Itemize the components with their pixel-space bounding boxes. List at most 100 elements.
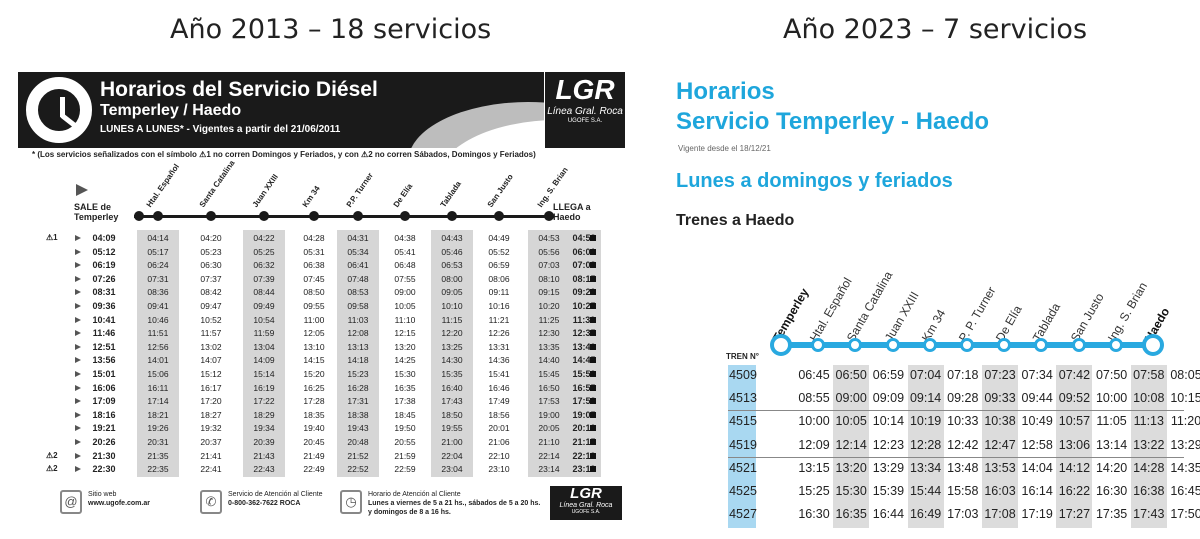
stop-time: 16:03 bbox=[984, 484, 1016, 498]
table-row: 13:56 14:01 14:07 14:09 14:15 14:18 14:25 14:30… bbox=[18, 354, 620, 366]
stop-time: 13:13 bbox=[347, 341, 369, 352]
stop-time: 07:31 bbox=[147, 273, 169, 284]
stop-time: 16:30 bbox=[1095, 484, 1128, 498]
stop-time: 13:25 bbox=[441, 341, 463, 352]
stop-time: 16:19 bbox=[253, 382, 275, 393]
stop-time: 19:55 bbox=[441, 423, 463, 434]
web-link[interactable]: www.ugofe.com.ar bbox=[88, 500, 150, 507]
stop-time: 07:50 bbox=[1095, 368, 1128, 382]
stop-time: 12:58 bbox=[1021, 437, 1053, 452]
departure-time: 13:56 bbox=[92, 355, 116, 366]
validity-text: Vigente desde el 18/12/21 bbox=[678, 144, 771, 153]
stop-time: 06:59 bbox=[488, 260, 510, 271]
arrival-time: 09:20 bbox=[572, 287, 596, 298]
stop-time: 21:43 bbox=[253, 450, 275, 461]
stop-time: 15:30 bbox=[835, 484, 867, 498]
table-row: 06:19 06:24 06:30 06:32 06:38 06:41 06:48 06:53… bbox=[18, 259, 620, 271]
arrival-time: 14:45 bbox=[572, 355, 596, 366]
column-shade bbox=[982, 365, 1018, 528]
stop-time: 08:10 bbox=[538, 273, 560, 284]
stop-time: 11:10 bbox=[394, 314, 416, 325]
stop-time: 20:05 bbox=[538, 423, 560, 434]
train-number: 4513 bbox=[729, 391, 757, 406]
stop-time: 14:30 bbox=[441, 355, 463, 366]
stop-time: 09:05 bbox=[441, 287, 463, 298]
stop-time: 07:23 bbox=[984, 368, 1016, 382]
departure-time: 17:09 bbox=[92, 396, 116, 407]
stop-time: 09:09 bbox=[872, 391, 905, 406]
stop-time: 07:45 bbox=[303, 273, 325, 284]
stop-time: 15:41 bbox=[488, 369, 510, 379]
stop-time: 13:48 bbox=[947, 460, 979, 475]
stop-time: 10:52 bbox=[200, 314, 222, 325]
departure-time: 11:46 bbox=[92, 328, 116, 339]
stop-time: 17:20 bbox=[200, 396, 222, 407]
arrival-marker bbox=[590, 303, 596, 309]
stop-time: 21:06 bbox=[488, 437, 510, 447]
stop-time: 07:58 bbox=[1133, 368, 1165, 382]
row-separator bbox=[728, 456, 1184, 458]
service-label: Servicio de Atención al Cliente bbox=[228, 491, 323, 498]
stop-time: 10:10 bbox=[441, 301, 463, 311]
departure-time: 09:36 bbox=[92, 301, 116, 311]
station-dot bbox=[922, 338, 937, 352]
stop-time: 14:07 bbox=[200, 355, 222, 366]
stop-time: 19:50 bbox=[394, 423, 416, 434]
stop-time: 20:55 bbox=[394, 437, 416, 447]
arrival-time: 10:25 bbox=[572, 301, 596, 311]
stop-time: 07:42 bbox=[1058, 368, 1091, 382]
table-row: 07:26 07:31 07:37 07:39 07:45 07:48 07:55 08:00… bbox=[18, 273, 620, 285]
stop-time: 15:06 bbox=[147, 369, 169, 379]
stop-time: 04:14 bbox=[147, 233, 169, 243]
stop-time: 12:30 bbox=[538, 328, 560, 339]
stop-time: 15:23 bbox=[347, 369, 369, 379]
station-header: San Justo bbox=[485, 172, 515, 209]
stop-time: 21:52 bbox=[347, 450, 369, 461]
station-header: Juan XXIII bbox=[250, 172, 280, 209]
station-header: Juan XXIII bbox=[881, 289, 922, 344]
stop-time: 04:43 bbox=[441, 233, 463, 243]
stop-time: 12:15 bbox=[394, 328, 416, 339]
direction-arrow-icon bbox=[76, 184, 88, 196]
departure-time: 04:09 bbox=[92, 233, 116, 243]
header-banner: Horarios del Servicio Diésel Temperley /… bbox=[18, 72, 544, 148]
column-shade bbox=[337, 230, 379, 477]
arrival-marker bbox=[590, 384, 596, 391]
stop-time: 10:14 bbox=[872, 414, 905, 429]
stop-time: 10:57 bbox=[1058, 414, 1091, 429]
stop-time: 11:13 bbox=[1133, 414, 1164, 429]
station-header: Htal. Español bbox=[144, 162, 182, 209]
stop-time: 17:31 bbox=[347, 396, 369, 407]
train-number-header: TREN N° bbox=[726, 352, 759, 361]
stop-time: 10:00 bbox=[1095, 391, 1128, 406]
stop-time: 17:08 bbox=[984, 507, 1016, 522]
stop-time: 14:18 bbox=[347, 355, 369, 366]
arrival-time: 13:29 bbox=[1170, 437, 1200, 452]
stop-time: 14:04 bbox=[1021, 460, 1053, 475]
left-panel-title: Año 2013 – 18 servicios bbox=[170, 14, 492, 45]
station-header: Tablada bbox=[438, 179, 464, 209]
stop-time: 20:01 bbox=[488, 423, 510, 434]
stop-time: 13:22 bbox=[1133, 437, 1165, 452]
departure-time: 16:06 bbox=[92, 382, 116, 393]
stop-time: 22:14 bbox=[538, 450, 560, 461]
stop-time: 16:44 bbox=[872, 507, 905, 522]
table-row: 20:26 20:31 20:37 20:39 20:45 20:48 20:55 21:00… bbox=[18, 436, 620, 448]
stop-time: 08:00 bbox=[441, 273, 463, 284]
stop-time: 15:39 bbox=[872, 484, 905, 498]
stop-time: 04:22 bbox=[253, 233, 275, 243]
stop-time: 13:31 bbox=[488, 341, 510, 352]
stop-time: 19:34 bbox=[253, 423, 275, 434]
arrival-time: 11:30 bbox=[572, 314, 596, 325]
departure-time: 12:09 bbox=[798, 437, 830, 452]
stop-time: 15:12 bbox=[200, 369, 222, 379]
arrival-time: 12:35 bbox=[572, 328, 596, 339]
stop-time: 23:10 bbox=[488, 464, 510, 475]
stop-time: 04:38 bbox=[394, 233, 416, 243]
footnote: * (Los servicios señalizados con el símb… bbox=[32, 150, 536, 159]
stop-time: 16:22 bbox=[1058, 484, 1091, 498]
arrival-time: 16:55 bbox=[572, 382, 596, 393]
column-shade bbox=[1056, 365, 1093, 528]
stop-time: 05:41 bbox=[394, 246, 416, 257]
stop-time: 15:14 bbox=[253, 369, 275, 379]
